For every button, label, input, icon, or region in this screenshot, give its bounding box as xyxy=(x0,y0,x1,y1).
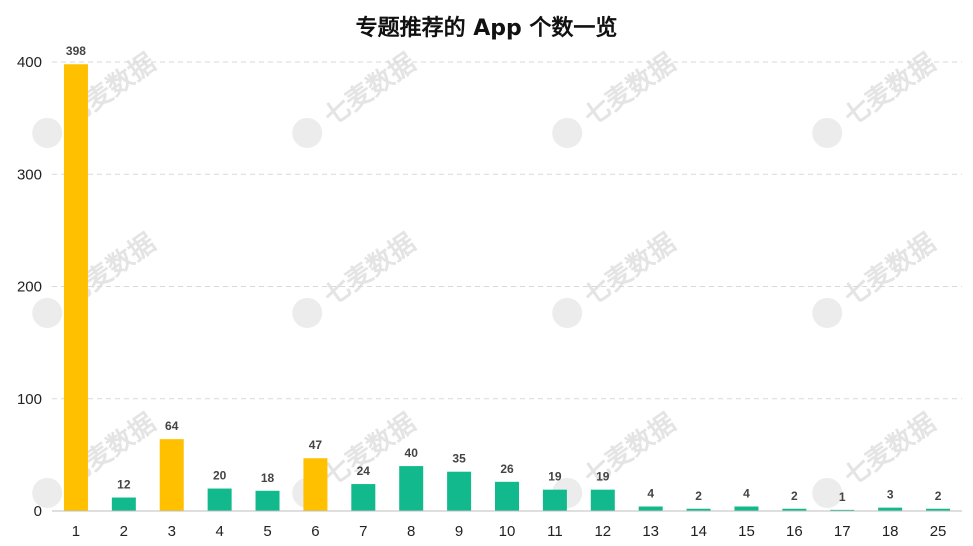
watermark-text: 七麦数据 xyxy=(319,228,421,312)
bar xyxy=(303,458,328,511)
watermark: 七麦数据 xyxy=(812,48,941,148)
x-tick-label: 1 xyxy=(72,523,80,540)
watermark: 七麦数据 xyxy=(32,48,161,148)
watermark-logo-icon xyxy=(292,117,323,148)
data-label: 24 xyxy=(357,464,371,478)
x-tick-label: 9 xyxy=(455,523,463,540)
bar xyxy=(926,508,951,511)
x-tick-label: 13 xyxy=(642,523,659,540)
chart-title: 专题推荐的 App 个数一览 xyxy=(355,16,618,41)
x-tick-label: 12 xyxy=(594,523,611,540)
x-tick-label: 3 xyxy=(168,523,176,540)
data-label: 4 xyxy=(743,487,750,501)
watermark-logo-icon xyxy=(812,117,843,148)
bar xyxy=(207,488,232,511)
bar xyxy=(255,490,280,511)
data-label: 64 xyxy=(165,419,179,433)
watermark-logo-icon xyxy=(32,477,63,508)
watermark: 七麦数据 xyxy=(292,228,421,328)
grid-lines xyxy=(52,61,962,400)
bar xyxy=(542,489,567,511)
x-tick-label: 14 xyxy=(690,523,707,540)
y-tick-label: 400 xyxy=(17,54,42,71)
x-tick-label: 6 xyxy=(311,523,319,540)
watermark-logo-icon xyxy=(552,297,583,328)
data-label: 398 xyxy=(66,44,86,58)
x-axis: 1 2 3 4 5 6 7 8 9 10 11 12 13 14 15 16 17 18 25 xyxy=(72,523,947,540)
data-label: 19 xyxy=(596,470,610,484)
x-tick-label: 7 xyxy=(359,523,367,540)
bar xyxy=(495,481,519,511)
y-tick-label: 200 xyxy=(17,279,42,296)
watermark-logo-icon xyxy=(552,117,583,148)
data-label: 2 xyxy=(695,489,702,503)
bar xyxy=(111,497,136,511)
y-tick-label: 100 xyxy=(17,391,42,408)
data-label: 1 xyxy=(839,490,846,504)
x-tick-label: 18 xyxy=(882,523,899,540)
x-tick-label: 10 xyxy=(499,523,516,540)
data-label: 20 xyxy=(213,469,227,483)
watermark-text: 七麦数据 xyxy=(839,48,941,132)
watermark-text: 七麦数据 xyxy=(319,48,421,132)
watermark: 七麦数据 xyxy=(552,48,681,148)
watermark-text: 七麦数据 xyxy=(839,228,941,312)
data-label: 19 xyxy=(548,470,562,484)
bar xyxy=(878,507,903,511)
data-label: 3 xyxy=(887,488,894,502)
bar xyxy=(782,508,807,511)
watermark: 七麦数据 xyxy=(812,228,941,328)
watermark: 七麦数据 xyxy=(812,408,941,508)
data-label: 4 xyxy=(647,487,654,501)
watermark-text: 七麦数据 xyxy=(579,408,681,492)
x-tick-label: 17 xyxy=(834,523,851,540)
watermark-text: 七麦数据 xyxy=(579,228,681,312)
bar xyxy=(830,509,855,511)
watermark-logo-icon xyxy=(812,477,843,508)
data-label: 47 xyxy=(309,438,323,452)
bar xyxy=(734,506,759,511)
bar xyxy=(686,508,711,511)
data-label: 35 xyxy=(452,452,466,466)
watermark-text: 七麦数据 xyxy=(839,408,941,492)
data-label: 2 xyxy=(935,489,942,503)
y-tick-label: 300 xyxy=(17,166,42,183)
watermark: 七麦数据 xyxy=(292,48,421,148)
bar xyxy=(399,466,424,511)
bar xyxy=(63,64,88,512)
x-tick-label: 11 xyxy=(547,523,563,540)
x-tick-label: 2 xyxy=(120,523,128,540)
x-tick-label: 16 xyxy=(786,523,803,540)
x-tick-label: 8 xyxy=(407,523,415,540)
y-tick-label: 0 xyxy=(34,503,42,520)
x-tick-label: 5 xyxy=(263,523,271,540)
watermark-logo-icon xyxy=(32,117,63,148)
bar xyxy=(590,489,615,511)
watermark-logo-icon xyxy=(32,297,63,328)
x-tick-label: 15 xyxy=(738,523,755,540)
watermark: 七麦数据 xyxy=(552,228,681,328)
watermark-text: 七麦数据 xyxy=(579,48,681,132)
watermark-logo-icon xyxy=(812,297,843,328)
watermark: 七麦数据 xyxy=(32,228,161,328)
data-label: 12 xyxy=(117,478,131,492)
y-axis: 0 100 200 300 400 xyxy=(17,54,962,520)
watermark-logo-icon xyxy=(292,297,323,328)
bar xyxy=(159,439,184,511)
x-tick-label: 4 xyxy=(215,523,223,540)
watermark: 七麦数据 xyxy=(32,408,161,508)
data-label: 26 xyxy=(500,462,514,476)
bar xyxy=(447,471,472,511)
bar-series xyxy=(63,64,951,512)
data-label: 2 xyxy=(791,489,798,503)
bar xyxy=(638,506,663,511)
data-label: 40 xyxy=(405,446,419,460)
x-tick-label: 25 xyxy=(930,523,947,540)
bar xyxy=(351,484,376,511)
data-label: 18 xyxy=(261,471,275,485)
